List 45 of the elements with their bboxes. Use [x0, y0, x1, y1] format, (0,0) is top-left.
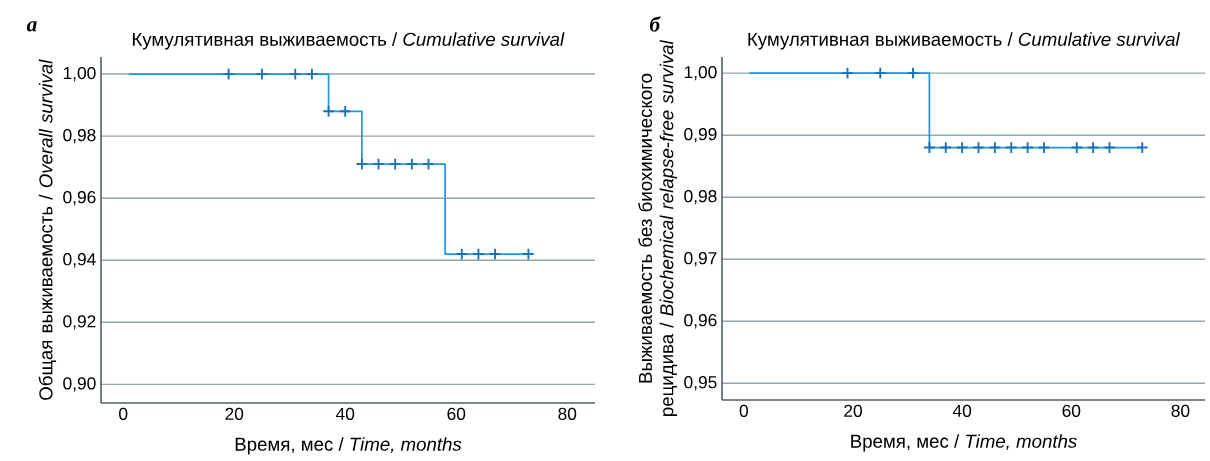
x-tick-label: 80	[558, 407, 577, 420]
x-tick-label: 20	[225, 407, 244, 420]
point	[405, 157, 419, 171]
point	[388, 157, 402, 171]
x-tick-label: 0	[119, 407, 128, 420]
point	[222, 67, 235, 81]
point	[455, 247, 469, 261]
x-tick-label: 60	[1062, 404, 1081, 417]
y-axis-title: Общая выживаемость / Overall survival	[38, 59, 57, 400]
point	[255, 67, 269, 81]
x-tick-label: 80	[1171, 404, 1190, 417]
point	[372, 157, 385, 171]
y-tick-label: 0,94	[63, 253, 96, 268]
point	[488, 247, 502, 261]
chart-title: Кумулятивная выживаемость / Cumulative survival	[132, 32, 565, 50]
chart-title: Кумулятивная выживаемость / Cumulative survival	[748, 32, 1181, 50]
y-tick-label: 0,98	[684, 190, 717, 205]
y-tick-label: 1,00	[684, 65, 717, 81]
point	[305, 67, 319, 81]
point	[355, 157, 369, 171]
y-tick-label: 0,90	[63, 377, 96, 392]
y-tick-label: 1,00	[63, 66, 96, 82]
y-tick-label: 0,92	[63, 315, 96, 330]
y-tick-label: 0,98	[63, 128, 96, 144]
point	[472, 247, 485, 261]
x-tick-label: 40	[335, 407, 355, 420]
text: б	[649, 16, 661, 32]
point	[289, 67, 302, 81]
point	[422, 157, 435, 171]
x-tick-label: 40	[952, 404, 972, 417]
y-tick-label: 0,97	[684, 252, 717, 267]
x-tick-label: 20	[844, 404, 862, 417]
x-axis-title: Время, мес / Time, months	[851, 434, 1077, 452]
point	[338, 105, 352, 118]
x-axis-title: Время, мес / Time, months	[235, 437, 462, 455]
y-tick-label: 0,99	[684, 127, 717, 143]
point	[522, 247, 535, 261]
y-tick-label: 0,96	[63, 191, 96, 206]
x-tick-label: 0	[739, 404, 748, 417]
y-tick-label: 0,95	[684, 376, 717, 391]
point	[322, 105, 335, 118]
x-tick-label: 60	[447, 407, 466, 420]
y-axis-title: Выживаемость без биохимического рецидива / Biochemical relapse-free survival	[638, 39, 678, 416]
text: а	[26, 21, 37, 32]
y-tick-label: 0,96	[684, 314, 717, 329]
